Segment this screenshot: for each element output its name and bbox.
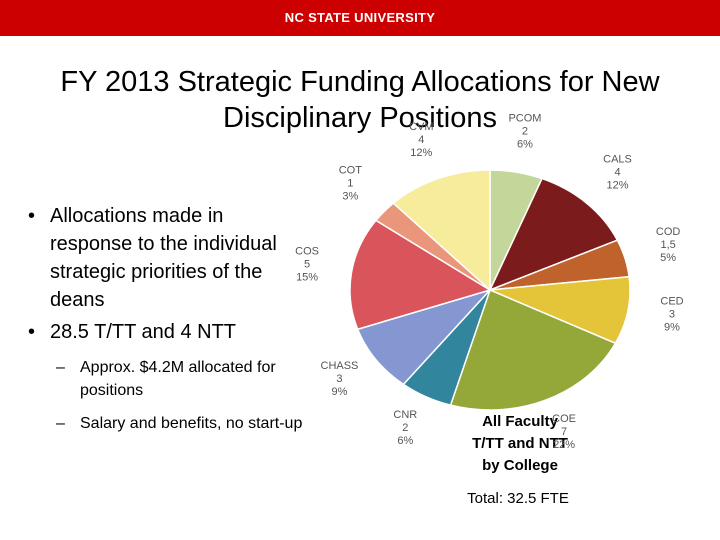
slice-count: 7 [561,426,567,438]
slice-name: CALS [603,153,632,165]
bullet: Allocations made in response to the indi… [28,202,308,314]
slice-count: 2 [402,422,408,434]
slice-name: COS [295,245,319,257]
slice-name: COE [552,413,576,425]
slice-count: 4 [614,166,620,178]
slice-percent: 9% [332,386,348,398]
pie-slice [488,177,619,292]
slice-name: CNR [393,409,417,421]
slice-percent: 15% [296,271,318,283]
slice-count: 4 [418,134,424,146]
sub-bullet: Approx. $4.2M allocated for positions [28,356,308,402]
bullet-list: Allocations made in response to the indi… [28,202,308,435]
slice-name: COD [656,226,681,238]
slice-name: CHASS [321,360,359,372]
chart-annotation: All Faculty T/TT and NTT by College [472,413,568,474]
pie-slice [449,288,617,411]
slice-name: CED [660,296,683,308]
slice-name: CVM [409,121,433,133]
header-bar: NC STATE UNIVERSITY [0,0,720,36]
slide-title: FY 2013 Strategic Funding Allocations fo… [60,66,660,134]
bullet: 28.5 T/TT and 4 NTT [28,318,308,346]
pie-slice [489,275,631,345]
slice-percent: 6% [397,435,413,447]
sub-bullet: Salary and benefits, no start-up [28,412,308,435]
slice-percent: 12% [410,147,432,159]
pie-slice [349,219,492,331]
slice-count: 3 [336,373,342,385]
pie-slice [392,169,491,292]
slice-percent: 9% [664,322,680,334]
slice-percent: 22% [553,439,575,451]
pie-slice [356,288,493,386]
slice-count: 5 [304,258,310,270]
slice-percent: 6% [517,138,533,150]
slice-name: COT [339,164,363,176]
slice-count: 2 [522,125,528,137]
slice-percent: 5% [660,252,676,264]
chart-total: Total: 32.5 FTE [467,490,569,507]
slice-name: PCOM [508,112,541,124]
slice-count: 3 [669,309,675,321]
slice-percent: 3% [342,190,358,202]
slice-count: 1,5 [660,239,675,251]
slice-count: 1 [347,177,353,189]
slice-percent: 12% [607,179,629,191]
